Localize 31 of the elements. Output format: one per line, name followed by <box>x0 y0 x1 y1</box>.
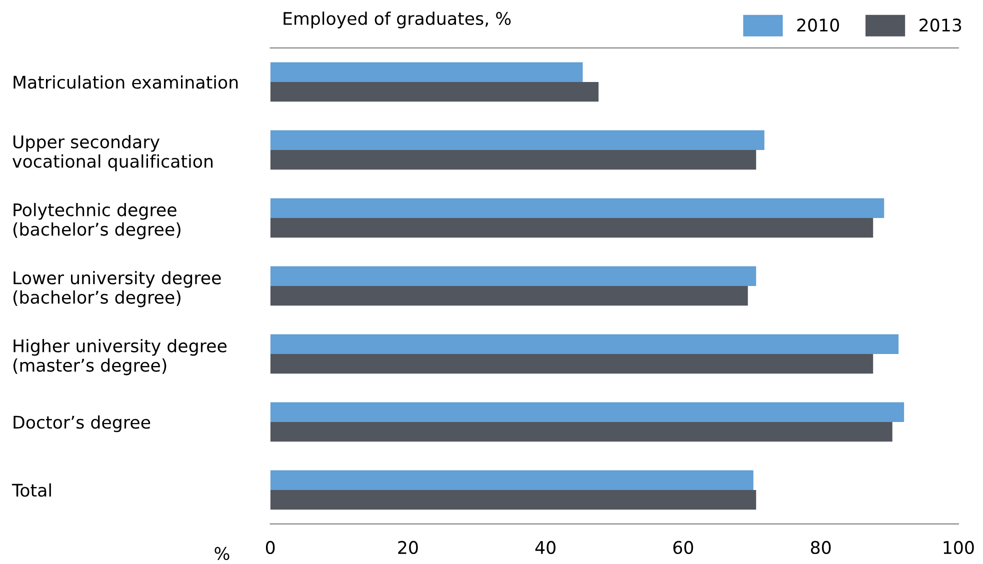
x-tick-label: 100 <box>944 540 974 554</box>
bar <box>270 286 748 306</box>
bar <box>270 422 892 442</box>
legend-label: 2013 <box>920 18 962 32</box>
x-tick-label: 60 <box>673 540 694 554</box>
legend-label: 2010 <box>797 18 839 32</box>
chart-title: Employed of graduates, % <box>284 12 511 28</box>
x-tick-label: 40 <box>535 540 556 554</box>
y-tick-label: Lower university degree (bachelor’s degree) <box>13 270 221 308</box>
bar <box>270 402 904 422</box>
y-tick-label: Total <box>12 483 51 497</box>
bar <box>270 130 764 150</box>
y-tick-label: Polytechnic degree (bachelor’s degree) <box>13 202 180 240</box>
bar <box>270 266 756 286</box>
x-tick-label: 80 <box>810 540 831 554</box>
y-tick-label: Upper secondary vocational qualification <box>12 134 213 172</box>
y-tick-label: Higher university degree (master’s degree) <box>13 338 227 376</box>
bar <box>270 150 756 170</box>
bar <box>270 470 754 490</box>
bar <box>270 354 874 374</box>
bar <box>270 490 756 510</box>
x-tick-label: 0 <box>266 540 275 554</box>
bar <box>270 334 899 354</box>
bar <box>270 218 874 238</box>
bar <box>270 62 583 82</box>
y-tick-label: Doctor’s degree <box>14 415 150 432</box>
x-axis-title: % <box>214 546 230 560</box>
bar <box>270 82 599 102</box>
x-tick-label: 20 <box>398 540 418 554</box>
bar <box>270 198 884 218</box>
y-tick-label: Matriculation examination <box>14 75 238 89</box>
